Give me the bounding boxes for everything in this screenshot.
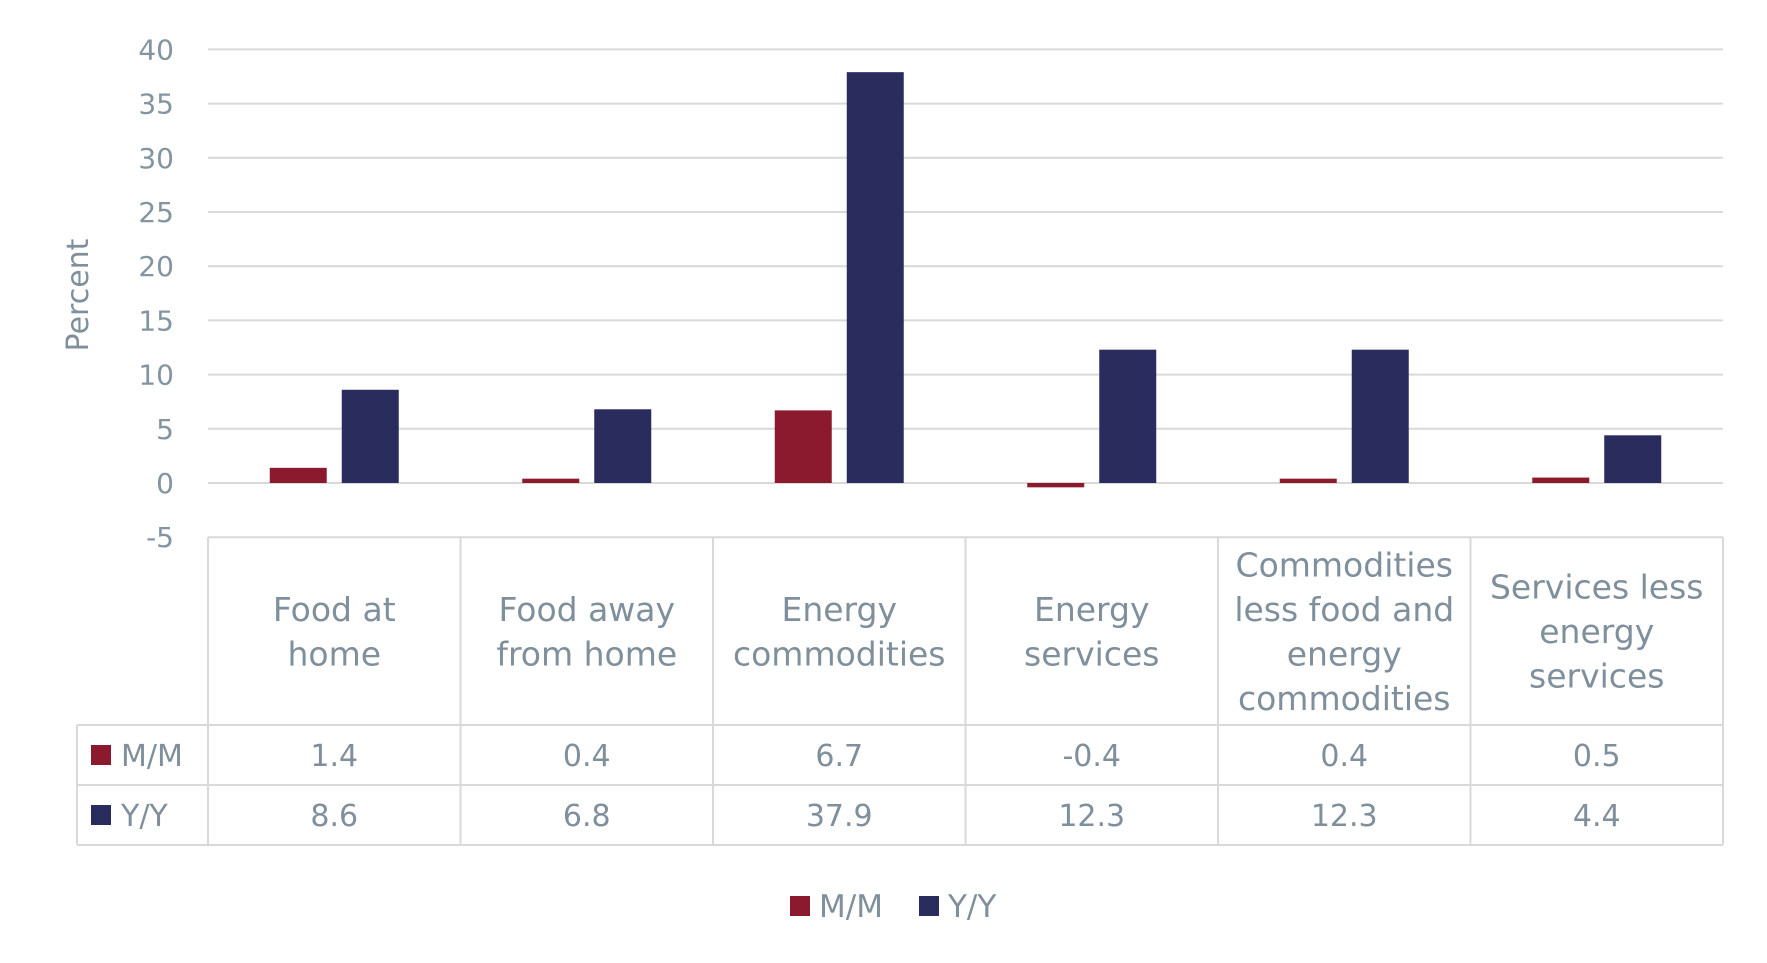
y-tick-label: 15 bbox=[138, 304, 174, 337]
y-tick-label: 25 bbox=[138, 196, 174, 229]
legend-swatch bbox=[919, 896, 939, 916]
x-category-label: Energy commodities bbox=[733, 590, 946, 674]
table-cell-value: 37.9 bbox=[806, 799, 873, 834]
x-category-label-line: from home bbox=[496, 634, 677, 673]
y-tick-label: 5 bbox=[156, 413, 174, 446]
x-category-label-line: commodities bbox=[733, 634, 946, 673]
x-category-label: Energy services bbox=[1024, 590, 1159, 674]
x-category-label-line: energy bbox=[1287, 634, 1402, 673]
table-cell-value: 6.8 bbox=[563, 799, 611, 834]
x-category-label-line: Food at bbox=[273, 590, 396, 629]
table-cell-value: 12.3 bbox=[1311, 799, 1378, 834]
x-category-label-line: Energy bbox=[1034, 590, 1150, 629]
x-category-label: Services less energy services bbox=[1490, 568, 1704, 696]
y-tick-label: 30 bbox=[138, 142, 174, 175]
table-cell-value: 0.4 bbox=[563, 739, 611, 774]
y-axis-label: Percent bbox=[61, 238, 96, 351]
bar-yy bbox=[1604, 435, 1662, 483]
y-tick-label: 0 bbox=[156, 467, 174, 500]
x-category-label-line: commodities bbox=[1238, 679, 1451, 718]
table-cell-value: 8.6 bbox=[310, 799, 358, 834]
table-cell-value: 4.4 bbox=[1573, 799, 1621, 834]
x-category-label-line: home bbox=[287, 634, 381, 673]
table-cell-value: 6.7 bbox=[815, 739, 863, 774]
x-category-label-line: Commodities bbox=[1236, 545, 1453, 584]
table-cell-value: 0.5 bbox=[1573, 739, 1621, 774]
bars bbox=[269, 72, 1662, 488]
bar-mm bbox=[1532, 477, 1590, 483]
legend: M/M Y/Y bbox=[790, 889, 996, 925]
legend-swatch bbox=[790, 896, 810, 916]
legend-label: Y/Y bbox=[947, 889, 996, 925]
x-category-label-line: services bbox=[1529, 657, 1664, 696]
bar-mm bbox=[522, 478, 580, 483]
x-category-label-line: Services less bbox=[1490, 568, 1704, 607]
legend-label: M/M bbox=[819, 889, 883, 925]
table-cell-value: 12.3 bbox=[1058, 799, 1125, 834]
x-category-label-line: Energy bbox=[781, 590, 897, 629]
table-cell-value: -0.4 bbox=[1062, 739, 1121, 774]
x-category-label: Food away from home bbox=[496, 590, 677, 674]
y-tick-label: 40 bbox=[138, 33, 174, 66]
x-category-label-line: less food and bbox=[1234, 590, 1454, 629]
bar-yy bbox=[846, 72, 904, 483]
table-cell-value: 1.4 bbox=[310, 739, 358, 774]
bar-mm bbox=[1027, 483, 1085, 488]
x-category-label: Food at home bbox=[273, 590, 396, 674]
bar-yy bbox=[1351, 349, 1409, 483]
table-cell-value: 0.4 bbox=[1320, 739, 1368, 774]
bar-mm bbox=[1279, 478, 1337, 483]
x-category-label-line: Food away bbox=[498, 590, 675, 629]
bar-yy bbox=[1099, 349, 1157, 483]
y-tick-label: 35 bbox=[138, 88, 174, 121]
y-tick-label: 20 bbox=[138, 250, 174, 283]
y-axis-ticks: -5 0 5 10 15 20 25 30 35 40 bbox=[138, 33, 174, 554]
table-series-label: M/M bbox=[121, 739, 183, 774]
data-table: Food at home Food away from home Energy commo… bbox=[76, 536, 1724, 846]
x-category-label: Commodities less food and energy commoditie… bbox=[1234, 545, 1454, 718]
y-tick-label: -5 bbox=[146, 521, 174, 554]
bar-mm bbox=[269, 467, 327, 483]
table-series-swatch bbox=[91, 745, 111, 765]
table-series-swatch bbox=[91, 805, 111, 825]
bar-yy bbox=[341, 389, 399, 483]
bar-mm bbox=[774, 410, 832, 483]
bar-yy bbox=[594, 409, 652, 483]
x-category-label-line: energy bbox=[1539, 612, 1654, 651]
gridlines bbox=[208, 48, 1723, 484]
table-series-label: Y/Y bbox=[120, 799, 168, 834]
x-category-label-line: services bbox=[1024, 634, 1159, 673]
y-tick-label: 10 bbox=[138, 359, 174, 392]
